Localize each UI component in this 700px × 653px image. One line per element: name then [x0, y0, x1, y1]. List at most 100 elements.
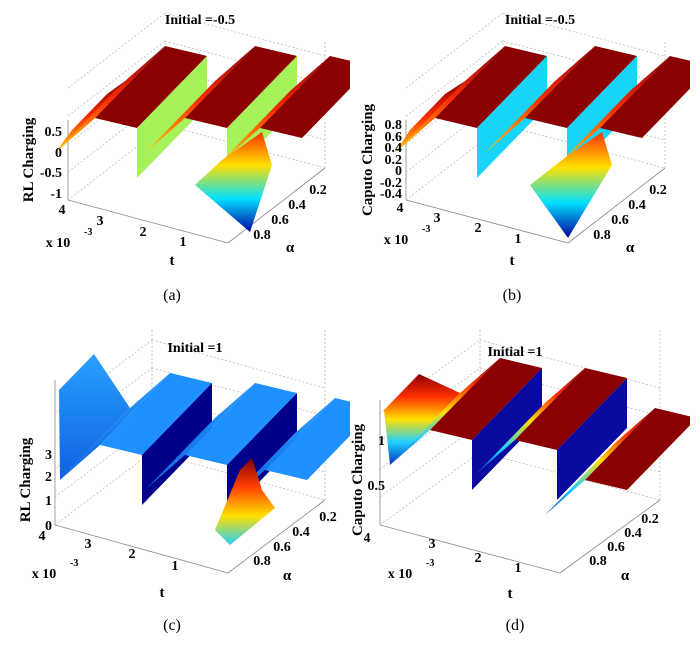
z-tick-label: 0.8: [385, 118, 403, 133]
alpha-tick-label: 0.2: [641, 512, 659, 527]
surface-ridge-top: [430, 358, 542, 440]
alpha-tick-label: 0.8: [593, 228, 611, 243]
t-axis-multiplier: x 10: [32, 567, 57, 582]
surface-slope: [145, 46, 255, 153]
surface-wall: [137, 56, 207, 178]
t-tick-label: 1: [515, 561, 522, 576]
surface: [59, 354, 350, 545]
surface-ridge-top: [185, 383, 297, 465]
z-tick-label: -1: [50, 187, 62, 202]
surface-ridge-top: [585, 408, 690, 490]
t-axis-exponent: -3: [84, 227, 92, 238]
t-tick-label: 2: [140, 225, 147, 240]
t-axis-exponent: -3: [426, 558, 434, 569]
surface-slope: [475, 368, 585, 475]
t-axis-label: t: [510, 253, 515, 269]
surface-ridge-top: [100, 373, 212, 455]
surface: [395, 46, 690, 238]
t-axis-exponent: -3: [422, 224, 430, 235]
panel-caption: (a): [163, 287, 181, 304]
alpha-axis-label: α: [286, 240, 295, 256]
t-tick-label: 3: [97, 214, 104, 229]
surface-slope: [60, 373, 170, 480]
surface-ridge-top: [260, 56, 350, 138]
alpha-tick-label: 0.8: [253, 228, 271, 243]
z-tick-label: -0.5: [40, 166, 62, 181]
surface-ridge-top: [515, 368, 627, 450]
t-axis-label: t: [508, 586, 513, 602]
surface-slope: [220, 56, 330, 163]
z-tick-label: 0.5: [368, 479, 386, 494]
surface-slope: [545, 408, 655, 515]
alpha-tick-label: 0.4: [292, 525, 310, 540]
surface-plot: Initial =1 1 0.5 4 3 2 1 0.20.40.60.8 x 10 -3 t α Ca…: [350, 330, 690, 634]
t-tick-label: 2: [475, 551, 482, 566]
z-tick-label: 0: [395, 164, 402, 179]
axes-grid: [67, 12, 326, 244]
t-tick-label: 2: [129, 547, 136, 562]
plot-title: Initial =1: [167, 341, 222, 356]
surface-slope: [59, 354, 130, 480]
z-axis-label: Caputo Charging: [350, 423, 366, 536]
panel-b: Initial =-0.5 0.8 0.6 0.4 0.2 0 -0.2 -0.4 4 3 2 1 0.…: [340, 0, 690, 327]
alpha-tick-label: 0.8: [589, 554, 607, 569]
panel-caption: (d): [506, 617, 525, 634]
surface-slope: [390, 358, 500, 465]
t-tick-label: 4: [364, 531, 371, 546]
z-tick-label: 1: [45, 494, 52, 509]
alpha-tick-label: 0.4: [628, 198, 646, 213]
surface-wall: [472, 368, 542, 490]
panel-caption: (c): [163, 617, 181, 634]
surface-slope: [384, 374, 460, 465]
alpha-tick-label: 0.6: [271, 213, 289, 228]
surface-plot: Initial =-0.5 0.5 0 -0.5 -14 3 2 1 0.20.40.60.8 x…: [21, 12, 350, 304]
surface-dip: [530, 132, 612, 238]
plot-title: Initial =-0.5: [505, 13, 575, 28]
alpha-axis-label: α: [626, 240, 635, 256]
z-tick-label: 0.4: [385, 141, 403, 156]
z-tick-label: 0: [45, 519, 52, 534]
surface-plot: Initial =1 3 2 1 04 3 2 1 0.2 0.40.60.8 x 10 -3 t α RL…: [18, 330, 350, 634]
panel-c: Initial =1 3 2 1 0 4 3 2 1 0.2 0.4 0.6 0.8 x 10 -3 t α RL…: [0, 330, 350, 653]
surface-slope: [485, 46, 595, 153]
t-tick-label: 1: [180, 235, 187, 250]
surface-ridge-top: [435, 46, 547, 128]
panel-a: Initial =-0.5 0.5 0 -0.5 -1 4 3 2 1 0.2 0.4 0.6 0.8 x…: [0, 0, 350, 327]
surface-ridge-top: [265, 398, 350, 480]
alpha-tick-label: 0.6: [611, 213, 629, 228]
surface-dip: [215, 458, 275, 545]
plot-title: Initial =-0.5: [165, 13, 235, 28]
surface-slope: [55, 81, 125, 153]
surface-ridge-top: [600, 56, 690, 138]
alpha-tick-label: 0.2: [309, 183, 327, 198]
t-tick-label: 2: [475, 221, 482, 236]
z-tick-label: 0.5: [45, 125, 63, 140]
alpha-tick-label: 0.6: [273, 540, 291, 555]
alpha-tick-label: 0.4: [624, 526, 642, 541]
z-tick-label: 1: [378, 434, 385, 449]
z-axis-label: RL Charging: [18, 437, 34, 522]
surface-slope: [145, 383, 255, 490]
alpha-tick-label: 0.8: [253, 554, 271, 569]
t-tick-label: 1: [172, 559, 179, 574]
alpha-tick-label: 0.2: [319, 510, 337, 525]
t-axis-multiplier: x 10: [388, 567, 413, 582]
z-tick-label: -0.2: [380, 176, 402, 191]
plot-title: Initial =1: [487, 345, 542, 360]
z-tick-label: 2: [45, 470, 52, 485]
alpha-tick-label: 0.2: [649, 183, 667, 198]
t-tick-label: 3: [85, 537, 92, 552]
t-axis-multiplier: x 10: [46, 236, 71, 251]
t-tick-label: 4: [59, 203, 66, 218]
surface: [55, 46, 350, 232]
t-axis-exponent: -3: [70, 558, 78, 569]
alpha-axis-label: α: [283, 568, 292, 584]
surface-wall: [557, 378, 627, 500]
surface-ridge-top: [95, 46, 207, 128]
panel-caption: (b): [503, 287, 522, 304]
t-tick-label: 4: [39, 529, 46, 544]
surface-slope: [560, 56, 670, 163]
surface: [384, 358, 690, 515]
z-tick-label: 0: [55, 146, 62, 161]
